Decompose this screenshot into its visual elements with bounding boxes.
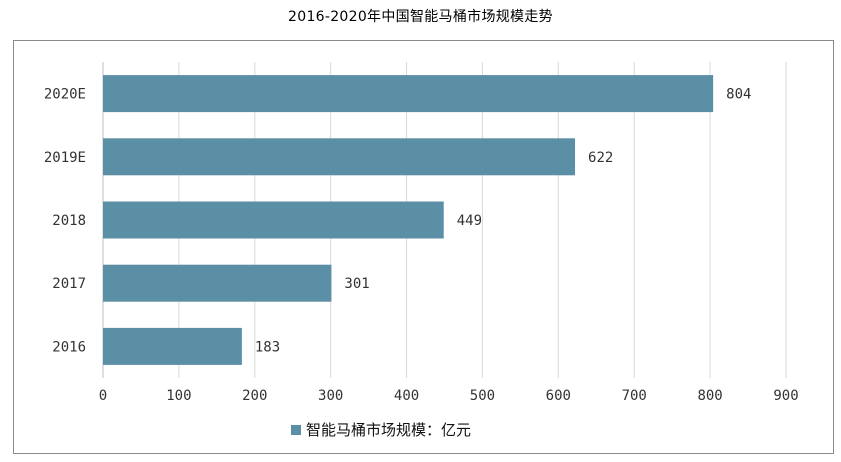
x-tick-label: 200 [242, 388, 267, 404]
data-label-2018: 449 [457, 213, 482, 229]
bar-2018 [103, 201, 444, 239]
x-tick-label: 800 [697, 388, 722, 404]
category-label-2019E: 2019E [44, 150, 86, 166]
x-tick-label: 300 [318, 388, 343, 404]
data-label-2019E: 622 [588, 150, 613, 166]
category-label-2017: 2017 [52, 276, 86, 292]
x-tick-label: 900 [773, 388, 798, 404]
x-tick-label: 700 [622, 388, 647, 404]
x-tick-label: 0 [99, 388, 107, 404]
data-label-2016: 183 [255, 339, 280, 355]
chart-frame [13, 40, 834, 454]
legend-swatch [291, 425, 301, 435]
bar-2019E [103, 138, 576, 176]
x-tick-label: 600 [546, 388, 571, 404]
chart-title: 2016-2020年中国智能马桶市场规模走势 [288, 9, 553, 25]
bar-2017 [103, 264, 332, 302]
category-label-2018: 2018 [52, 213, 86, 229]
bar-2020E [103, 75, 714, 113]
legend-label: 智能马桶市场规模：亿元 [306, 421, 471, 439]
data-label-2017: 301 [344, 276, 369, 292]
data-label-2020E: 804 [726, 87, 751, 103]
category-label-2016: 2016 [52, 339, 86, 355]
bar-2016 [103, 327, 242, 365]
category-label-2020E: 2020E [44, 87, 86, 103]
x-tick-label: 400 [394, 388, 419, 404]
x-tick-label: 100 [166, 388, 191, 404]
x-tick-label: 500 [470, 388, 495, 404]
